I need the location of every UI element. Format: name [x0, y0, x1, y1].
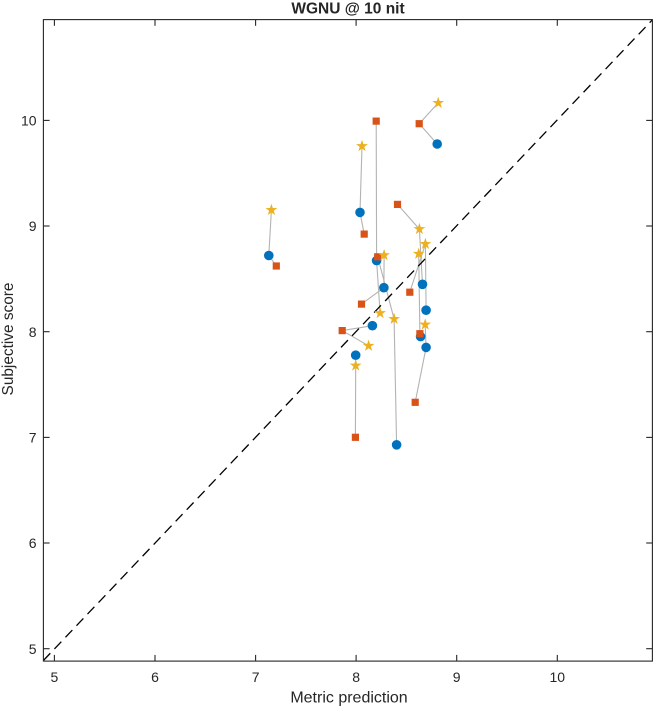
svg-text:8: 8 [29, 324, 37, 340]
svg-text:Metric prediction: Metric prediction [290, 689, 407, 706]
svg-text:9: 9 [453, 669, 461, 685]
svg-text:9: 9 [29, 218, 37, 234]
svg-text:10: 10 [550, 669, 566, 685]
svg-text:7: 7 [252, 669, 260, 685]
svg-text:WGNU @ 10 nit: WGNU @ 10 nit [291, 0, 404, 17]
svg-text:Subjective score: Subjective score [0, 283, 17, 396]
svg-text:5: 5 [51, 669, 59, 685]
svg-text:5: 5 [29, 641, 37, 657]
svg-text:6: 6 [29, 535, 37, 551]
svg-text:7: 7 [29, 430, 37, 446]
svg-text:8: 8 [352, 669, 360, 685]
svg-text:10: 10 [21, 113, 37, 129]
svg-text:6: 6 [151, 669, 159, 685]
